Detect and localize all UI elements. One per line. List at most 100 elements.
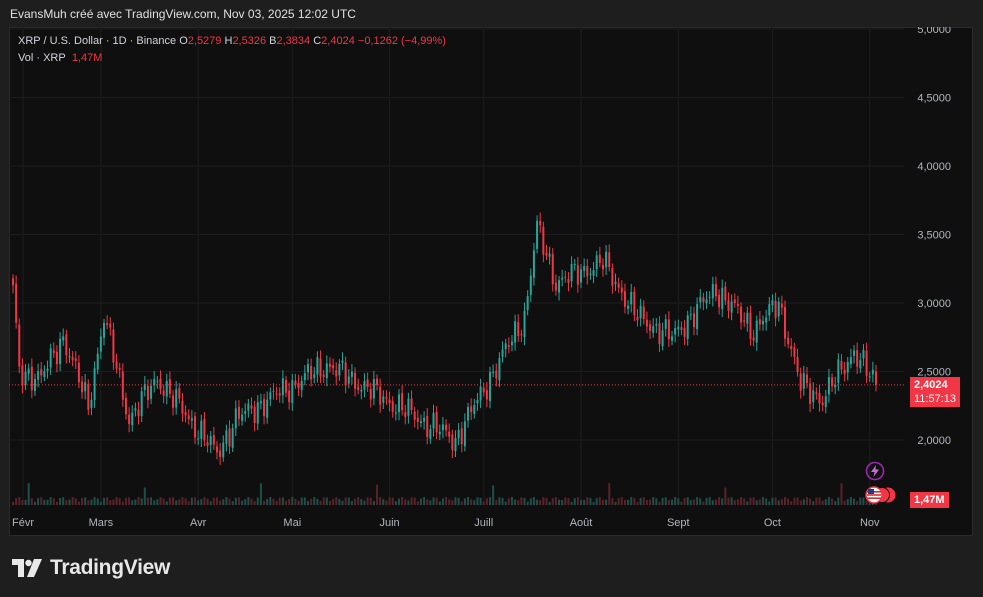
volume-bar <box>802 499 805 505</box>
candle-body <box>799 373 802 391</box>
volume-bar <box>633 498 636 505</box>
volume-bar <box>33 501 36 505</box>
candle-body <box>868 376 871 378</box>
candle-body <box>564 276 567 278</box>
candle-body <box>504 343 507 350</box>
volume-bar <box>162 498 165 505</box>
us-flag-icon[interactable] <box>863 486 897 504</box>
candle-body <box>134 408 137 411</box>
candle-body <box>219 450 222 457</box>
candle-body <box>740 306 743 323</box>
candle-body <box>711 284 714 299</box>
volume-bar <box>605 499 608 505</box>
volume-bar <box>350 501 353 505</box>
volume-bar <box>413 497 416 505</box>
candle-body <box>52 350 55 354</box>
volume-bar <box>671 499 674 505</box>
candle-body <box>733 299 736 304</box>
candle-body <box>99 336 102 352</box>
volume-bar <box>206 498 209 505</box>
candle-body <box>322 374 325 377</box>
volume-bar <box>347 497 350 505</box>
volume-bar <box>583 499 586 505</box>
volume-bar <box>310 498 313 505</box>
volume-value: 1,47M <box>71 52 103 64</box>
x-tick-label: Oct <box>764 517 781 529</box>
candle-body <box>410 398 413 410</box>
candle-body <box>222 442 225 458</box>
candle-body <box>649 324 652 331</box>
volume-bar <box>241 500 244 505</box>
candle-body <box>636 316 639 321</box>
lightning-icon[interactable] <box>865 461 885 481</box>
candle-body <box>611 268 614 286</box>
candle-body <box>639 305 642 319</box>
volume-bar <box>718 497 721 505</box>
volume-bar <box>649 499 652 505</box>
candle-body <box>827 376 830 395</box>
candle-body <box>319 358 322 377</box>
volume-bar <box>705 497 708 505</box>
candle-body <box>288 390 291 403</box>
y-tick-label: 5,0000 <box>917 27 951 36</box>
close-label: C <box>313 35 322 47</box>
candle-body <box>479 386 482 401</box>
volume-bar <box>727 497 730 505</box>
volume-bar <box>410 497 413 505</box>
candle-body <box>580 269 583 283</box>
volume-bar <box>285 500 288 505</box>
candle-body <box>485 390 488 400</box>
volume-bar <box>247 497 250 505</box>
candle-body <box>303 373 306 381</box>
volume-bar <box>222 499 225 505</box>
volume-bar <box>71 497 74 505</box>
volume-bar <box>865 500 868 505</box>
candle-body <box>43 371 46 378</box>
candle-body <box>514 321 517 343</box>
volume-bar <box>294 498 297 505</box>
volume-bar <box>363 500 366 505</box>
volume-bar <box>730 497 733 505</box>
candle-body <box>583 265 586 271</box>
x-tick-label: Févr <box>12 517 34 529</box>
price-chart[interactable]: 5,0000 4,5000 4,0000 3,5000 3,0000 2,5000 2,00… <box>9 27 973 536</box>
candle-body <box>821 402 824 406</box>
candle-body <box>316 357 319 375</box>
symbol-label[interactable]: XRP / U.S. Dollar · 1D · Binance <box>18 35 177 47</box>
candle-body <box>696 303 699 330</box>
volume-bar <box>397 498 400 505</box>
volume-bar <box>404 499 407 505</box>
candle-body <box>372 378 375 399</box>
candle-body <box>59 338 62 365</box>
candle-body <box>376 378 379 385</box>
candle-body <box>140 391 143 417</box>
volume-bar <box>96 498 99 505</box>
volume-bar <box>382 499 385 505</box>
candle-body <box>765 317 768 323</box>
volume-bar <box>219 500 222 505</box>
candle-body <box>865 350 868 376</box>
tradingview-logo[interactable]: TradingView <box>12 556 170 580</box>
volume-bar <box>49 497 52 505</box>
volume-bar <box>548 501 551 505</box>
volume-bar <box>172 497 175 505</box>
volume-bar <box>774 497 777 505</box>
x-tick-label: Sept <box>667 517 690 529</box>
candle-body <box>175 389 178 408</box>
chart-frame[interactable] <box>9 27 973 536</box>
volume-bar <box>661 497 664 505</box>
volume-bar <box>740 497 743 505</box>
candle-body <box>645 319 648 327</box>
candle-body <box>843 369 846 375</box>
y-tick-label: 4,5000 <box>917 93 951 105</box>
volume-bar <box>564 497 567 505</box>
candle-body <box>570 264 573 282</box>
candle-body <box>467 407 470 421</box>
volume-bar <box>501 497 504 505</box>
volume-bar <box>372 501 375 505</box>
volume-bar <box>156 499 159 505</box>
volume-bar <box>225 497 228 505</box>
x-tick-label: Avr <box>190 517 207 529</box>
candle-body <box>347 376 350 384</box>
candle-body <box>21 365 24 386</box>
